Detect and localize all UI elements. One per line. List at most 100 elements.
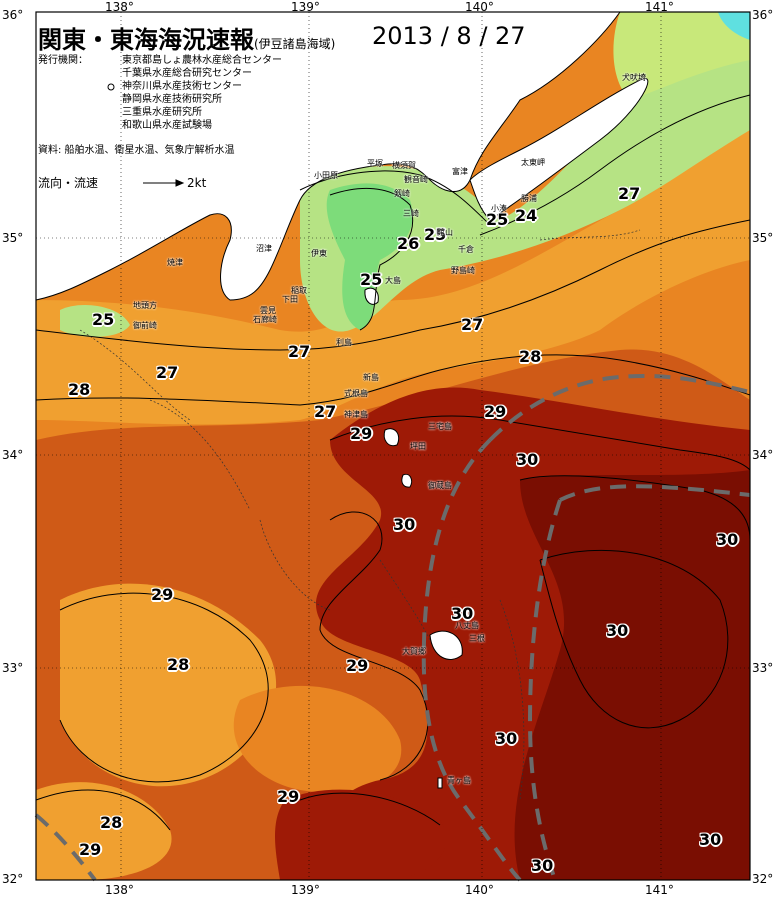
lat-right-label: 34° bbox=[752, 448, 774, 462]
place-label: 焼津 bbox=[167, 258, 183, 267]
sea-24-area bbox=[326, 183, 413, 330]
lat-left-label: 33° bbox=[2, 661, 24, 675]
lon-top-label: 141° bbox=[645, 0, 674, 14]
depth-lines bbox=[79, 229, 641, 801]
land bbox=[35, 11, 649, 789]
isotherm-label: 25 bbox=[92, 310, 115, 329]
sea-28-patch-west bbox=[60, 583, 277, 787]
isotherm-label: 27 bbox=[618, 184, 641, 203]
sea-west-green bbox=[60, 305, 130, 337]
isotherm-label: 29 bbox=[484, 402, 507, 421]
place-label: 太東岬 bbox=[521, 158, 545, 167]
place-label: 石廊崎 bbox=[253, 315, 277, 324]
sea-30-patch-south bbox=[275, 789, 447, 880]
isotherm-label: 29 bbox=[79, 840, 102, 859]
issuer-item: 静岡県水産技術研究所 bbox=[122, 94, 222, 105]
lat-left-label: 36° bbox=[2, 8, 24, 22]
isotherm-label: 27 bbox=[288, 342, 311, 361]
isotherm-label: 27 bbox=[314, 402, 337, 421]
lon-bottom-label: 141° bbox=[645, 883, 674, 897]
place-label: 御前崎 bbox=[133, 321, 157, 330]
lon-top-label: 138° bbox=[105, 0, 134, 14]
isotherm-label: 28 bbox=[519, 347, 542, 366]
subtitle-text: (伊豆諸島海域) bbox=[254, 37, 336, 51]
map-frame bbox=[35, 11, 751, 881]
place-label: 沼津 bbox=[256, 244, 272, 253]
isotherm-label: 30 bbox=[516, 450, 539, 469]
isotherm-label: 30 bbox=[699, 830, 722, 849]
isotherm-label: 27 bbox=[461, 315, 484, 334]
place-label: 新島 bbox=[363, 373, 379, 382]
lat-left-label: 34° bbox=[2, 448, 24, 462]
place-label: 坪田 bbox=[410, 442, 426, 451]
place-label: 館山 bbox=[437, 228, 453, 237]
issuer-item: 神奈川県水産技術センター bbox=[122, 81, 242, 92]
isotherm-label: 28 bbox=[100, 813, 123, 832]
place-label: 八丈島 bbox=[455, 621, 479, 630]
place-label: 犬吠埼 bbox=[622, 73, 646, 82]
issuer-item: 三重県水産研究所 bbox=[122, 107, 202, 118]
isotherm-label: 30 bbox=[393, 515, 416, 534]
isotherm-label: 26 bbox=[397, 234, 420, 253]
lat-left-label: 32° bbox=[2, 872, 24, 886]
lat-right-label: 36° bbox=[752, 8, 774, 22]
sea-28-patch-mid bbox=[233, 685, 402, 793]
place-label: 観音崎 bbox=[404, 175, 428, 184]
place-label: 剱崎 bbox=[394, 189, 410, 198]
place-label: 野島崎 bbox=[451, 266, 475, 275]
isotherm-label: 29 bbox=[151, 585, 174, 604]
issuer-item: 東京都島しょ農林水産総合センター bbox=[122, 55, 282, 66]
issuer-item: 千葉県水産総合研究センター bbox=[122, 68, 252, 79]
place-label: 三崎 bbox=[403, 209, 419, 218]
lat-right-label: 35° bbox=[752, 231, 774, 245]
place-label: 千倉 bbox=[458, 245, 474, 254]
place-label: 平塚 bbox=[367, 159, 383, 168]
current-legend-speed: 2kt bbox=[187, 176, 207, 190]
place-label: 大島 bbox=[385, 276, 401, 285]
place-label: 稲取 bbox=[291, 286, 307, 295]
current-legend-label: 流向・流速 bbox=[38, 176, 99, 190]
place-label: 御蔵島 bbox=[428, 481, 452, 490]
lat-left-label: 35° bbox=[2, 231, 24, 245]
place-label: 下田 bbox=[282, 295, 298, 304]
isotherm-label: 25 bbox=[486, 210, 509, 229]
issuer-item: 和歌山県水産試験場 bbox=[122, 120, 212, 131]
current-arrow-icon bbox=[143, 179, 185, 187]
isotherm-label: 29 bbox=[277, 787, 300, 806]
sea-28-patch-sw bbox=[36, 782, 172, 880]
graticule bbox=[36, 12, 750, 880]
place-label: 青ヶ島 bbox=[447, 776, 471, 785]
lat-right-label: 32° bbox=[752, 872, 774, 886]
isotherm-label: 29 bbox=[350, 424, 373, 443]
place-label: 三宅島 bbox=[428, 422, 452, 431]
lon-bottom-label: 138° bbox=[105, 883, 134, 897]
place-label: 大賀郷 bbox=[402, 647, 426, 656]
place-label: 神津島 bbox=[344, 410, 368, 419]
isotherm-label: 25 bbox=[360, 270, 383, 289]
data-source: 資料: 船舶水温、衛星水温、気象庁解析水温 bbox=[38, 145, 235, 156]
lon-bottom-label: 140° bbox=[465, 883, 494, 897]
isotherm-label: 30 bbox=[606, 621, 629, 640]
sea-cold-tip bbox=[613, 12, 750, 100]
place-label: 伊東 bbox=[311, 249, 327, 258]
place-label: 三根 bbox=[469, 634, 485, 643]
place-label: 小田原 bbox=[314, 171, 338, 180]
map-date: 2013 / 8 / 27 bbox=[372, 22, 526, 50]
place-label: 式根島 bbox=[344, 389, 368, 398]
place-label: 横須賀 bbox=[392, 161, 416, 170]
kuroshio-axis bbox=[34, 373, 751, 882]
isotherm-label: 30 bbox=[451, 604, 474, 623]
title-text: 関東・東海海況速報 bbox=[38, 26, 254, 54]
sea-25-area bbox=[300, 40, 750, 332]
issuer-list: 東京都島しょ農林水産総合センター 千葉県水産総合研究センター 神奈川県水産技術セ… bbox=[122, 54, 282, 132]
lon-top-label: 140° bbox=[465, 0, 494, 14]
sea-30plus-area bbox=[514, 470, 750, 880]
place-label: 雲見 bbox=[260, 306, 276, 315]
isotherm-label: 29 bbox=[346, 656, 369, 675]
isotherm-label: 30 bbox=[495, 729, 518, 748]
place-label: 勝浦 bbox=[521, 194, 537, 203]
isotherm-label: 30 bbox=[531, 856, 554, 875]
sea-cyan-tip bbox=[718, 12, 750, 40]
marker-icon bbox=[107, 83, 115, 91]
